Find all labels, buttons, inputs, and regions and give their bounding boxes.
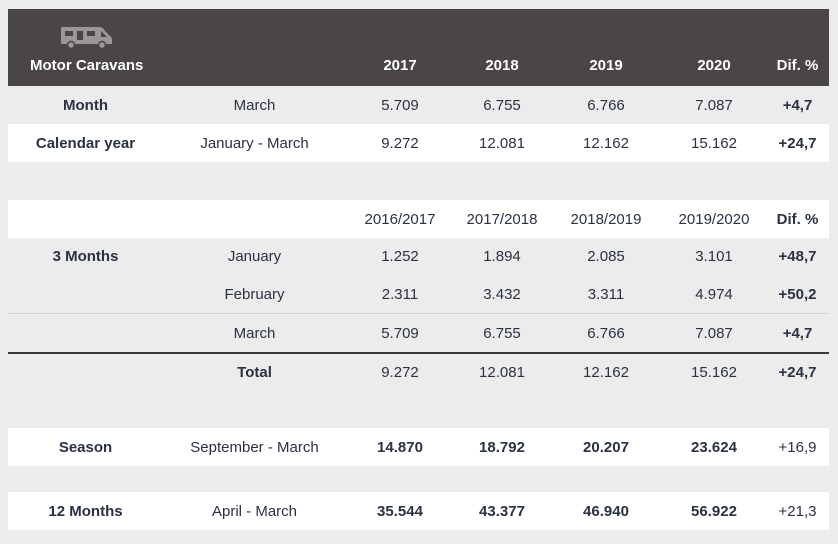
value-cell: 5.709: [381, 324, 419, 342]
row-label: Season: [58, 438, 113, 456]
year-header: 2019: [589, 57, 623, 74]
value-cell: 7.087: [695, 324, 733, 342]
year-header: 2017: [383, 57, 417, 74]
table-row: 12 Months April - March 35.544 43.377 46…: [8, 492, 829, 530]
value-cell: 12.081: [479, 134, 525, 152]
table-row: Season September - March 14.870 18.792 2…: [8, 428, 829, 466]
value-cell: 23.624: [691, 438, 737, 456]
season-header: 2019/2020: [678, 210, 750, 228]
table-row: Month March 5.709 6.755 6.766 7.087 +4,7: [8, 86, 829, 124]
motorhome-icon: [61, 27, 112, 49]
row-period: January - March: [200, 134, 309, 152]
row-period: February: [224, 285, 285, 303]
diff-header: Dif. %: [776, 210, 819, 228]
value-cell: 3.311: [587, 285, 625, 303]
value-cell: 1.252: [381, 248, 419, 265]
row-label: 3 Months: [52, 248, 119, 265]
table-row: February 2.311 3.432 3.311 4.974 +50,2: [8, 275, 829, 314]
season-header: 2018/2019: [570, 210, 642, 228]
value-cell: 15.162: [691, 134, 737, 152]
value-cell: 18.792: [479, 438, 525, 456]
value-cell: 43.377: [479, 502, 525, 520]
table-header: Motor Caravans 2017 2018 2019 2020 Dif. …: [8, 9, 829, 86]
season-header: 2017/2018: [466, 210, 538, 228]
value-cell: 15.162: [691, 363, 737, 381]
diff-cell: +50,2: [778, 285, 817, 303]
diff-cell: +24,7: [778, 363, 817, 381]
row-period: September - March: [190, 438, 319, 456]
season-header: 2016/2017: [364, 210, 436, 228]
row-label: Calendar year: [35, 134, 136, 152]
diff-cell: +21,3: [778, 502, 817, 520]
value-cell: 3.432: [483, 285, 521, 303]
value-cell: 6.755: [483, 96, 521, 114]
value-cell: 12.162: [583, 134, 629, 152]
row-period: March: [233, 324, 276, 342]
table-row: March 5.709 6.755 6.766 7.087 +4,7: [8, 314, 829, 352]
value-cell: 35.544: [377, 502, 423, 520]
value-cell: 2.311: [381, 285, 419, 303]
row-label: 12 Months: [48, 502, 123, 520]
table-row: 3 Months January 1.252 1.894 2.085 3.101…: [8, 238, 829, 276]
value-cell: 2.085: [587, 248, 625, 265]
value-cell: 9.272: [381, 363, 419, 381]
value-cell: 46.940: [583, 502, 629, 520]
row-period: April - March: [211, 502, 297, 520]
row-period: Total: [237, 363, 272, 381]
diff-cell: +16,9: [778, 438, 817, 456]
value-cell: 12.162: [583, 363, 629, 381]
row-label: Month: [63, 96, 108, 114]
value-cell: 5.709: [381, 96, 419, 114]
table-title: Motor Caravans: [30, 57, 144, 74]
diff-cell: +4,7: [782, 96, 813, 114]
value-cell: 6.766: [587, 324, 625, 342]
value-cell: 3.101: [695, 248, 733, 265]
value-cell: 4.974: [695, 285, 733, 303]
year-header: 2020: [697, 57, 731, 74]
diff-cell: +24,7: [778, 134, 817, 152]
value-cell: 56.922: [691, 502, 737, 520]
row-period: March: [233, 96, 276, 114]
year-header: 2018: [485, 57, 519, 74]
diff-cell: +4,7: [782, 324, 813, 342]
total-divider: [8, 352, 829, 354]
value-cell: 12.081: [479, 363, 525, 381]
value-cell: 9.272: [381, 134, 419, 152]
value-cell: 7.087: [695, 96, 733, 114]
table-row: Calendar year January - March 9.272 12.0…: [8, 124, 829, 162]
value-cell: 1.894: [483, 248, 521, 265]
season-header-row: 2016/2017 2017/2018 2018/2019 2019/2020 …: [8, 200, 829, 238]
diff-cell: +48,7: [778, 248, 817, 265]
value-cell: 6.766: [587, 96, 625, 114]
row-period: January: [227, 248, 282, 265]
diff-header: Dif. %: [776, 57, 819, 74]
value-cell: 20.207: [583, 438, 629, 456]
value-cell: 14.870: [377, 438, 423, 456]
value-cell: 6.755: [483, 324, 521, 342]
total-row: Total 9.272 12.081 12.162 15.162 +24,7: [8, 354, 829, 390]
